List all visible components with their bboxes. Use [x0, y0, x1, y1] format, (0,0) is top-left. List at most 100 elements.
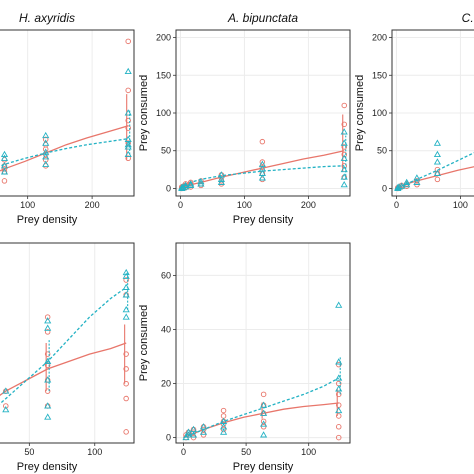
- x-axis-label: Prey density: [17, 214, 78, 226]
- data-point-triangle: [187, 180, 195, 187]
- data-point-triangle: [433, 150, 441, 158]
- y-tick-label: 50: [161, 146, 171, 156]
- data-point-triangle: [340, 180, 348, 188]
- data-point-circle: [414, 178, 420, 184]
- data-point-triangle: [220, 428, 228, 435]
- data-point-circle: [341, 151, 347, 158]
- data-point-circle: [44, 314, 51, 320]
- data-point-triangle: [0, 154, 9, 161]
- x-tick-label: 0: [178, 200, 183, 210]
- data-area: [0, 268, 130, 435]
- cyan-fit-curve: [0, 286, 127, 405]
- plot-frame: [0, 29, 135, 197]
- data-area: [182, 301, 343, 441]
- data-point-circle: [260, 424, 267, 430]
- cyan-fit-curve: [0, 138, 129, 167]
- data-point-circle: [1, 178, 8, 184]
- x-tick-label: 100: [87, 447, 102, 457]
- data-point-circle: [259, 138, 266, 145]
- plot-frame: [0, 242, 135, 444]
- data-point-triangle: [335, 301, 343, 308]
- data-point-circle: [125, 125, 131, 131]
- data-point-triangle: [44, 317, 52, 324]
- x-tick-label: 100: [453, 200, 468, 210]
- x-tick-label: 100: [20, 200, 35, 210]
- data-point-triangle: [42, 139, 50, 146]
- data-point-circle: [44, 362, 51, 368]
- data-point-triangle: [340, 139, 348, 146]
- data-point-circle: [123, 351, 129, 357]
- y-tick-label: 150: [156, 70, 171, 80]
- data-point-triangle: [258, 160, 266, 167]
- red-fit-curve: [183, 402, 339, 439]
- y-tick-label: 50: [377, 146, 387, 156]
- y-tick-label: 60: [161, 270, 171, 280]
- data-point-circle: [220, 421, 227, 427]
- data-point-circle: [123, 380, 129, 387]
- data-point-circle: [123, 395, 129, 402]
- data-point-circle: [259, 164, 266, 171]
- data-point-triangle: [217, 171, 225, 178]
- data-point-circle: [260, 418, 267, 425]
- data-point-circle: [341, 144, 347, 150]
- data-point-circle: [260, 391, 267, 398]
- panel-2: A. bipunctata 0 100 200 0 50 100 150 200 Prey den…: [138, 11, 351, 226]
- data-point-triangle: [260, 401, 268, 408]
- data-point-circle: [44, 351, 51, 357]
- data-point-circle: [1, 166, 8, 172]
- x-tick-label: 0: [394, 200, 399, 210]
- data-point-triangle: [199, 428, 208, 435]
- data-point-triangle: [413, 178, 421, 185]
- data-point-triangle: [0, 168, 9, 175]
- data-point-triangle: [220, 423, 228, 430]
- data-point-triangle: [44, 402, 52, 409]
- y-axis-label: Prey consumed: [138, 75, 150, 151]
- plot-frame: [391, 29, 474, 197]
- red-fit-curve: [0, 125, 129, 172]
- panel-title: A. bipunctata: [227, 11, 298, 25]
- panel-4: 50 100 Prey density: [0, 242, 135, 473]
- data-point-triangle: [340, 165, 348, 173]
- data-point-circle: [335, 424, 342, 430]
- y-tick-label: 0: [382, 183, 387, 193]
- cyan-fit-curve: [183, 377, 340, 439]
- data-point-triangle: [260, 431, 268, 438]
- data-point-triangle: [182, 181, 190, 188]
- data-point-triangle: [413, 174, 421, 181]
- data-point-triangle: [42, 131, 50, 139]
- y-tick-label: 200: [372, 33, 387, 43]
- data-point-triangle: [260, 409, 268, 416]
- data-point-triangle: [398, 182, 406, 189]
- data-point-circle: [341, 163, 347, 169]
- x-tick-label: 50: [241, 447, 251, 457]
- y-tick-label: 100: [156, 108, 171, 118]
- data-point-triangle: [433, 158, 441, 165]
- data-point-triangle: [189, 425, 198, 433]
- data-point-triangle: [42, 148, 50, 155]
- data-point-triangle: [340, 173, 348, 180]
- data-point-triangle: [124, 150, 132, 158]
- data-point-triangle: [124, 135, 132, 142]
- cyan-fit-curve: [396, 152, 474, 190]
- data-point-triangle: [0, 162, 9, 169]
- data-point-circle: [335, 413, 342, 419]
- data-point-circle: [259, 159, 266, 165]
- data-point-triangle: [44, 413, 52, 420]
- data-point-triangle: [124, 67, 132, 75]
- data-point-triangle: [182, 183, 190, 190]
- x-axis-label: Prey density: [233, 461, 294, 473]
- data-point-circle: [200, 432, 207, 438]
- data-point-triangle: [258, 174, 266, 181]
- red-fit-curve: [180, 150, 345, 190]
- x-tick-label: 100: [301, 447, 316, 457]
- data-point-circle: [3, 403, 9, 409]
- data-point-circle: [123, 366, 129, 372]
- cyan-fit-curve: [180, 165, 345, 190]
- y-tick-label: 0: [166, 433, 171, 443]
- panel-3: C. sep 0 100 0 50 100 150 200 Prey consumed: [354, 11, 474, 210]
- panel-1: H. axyridis 100 200 Prey density: [0, 11, 135, 226]
- data-point-circle: [125, 155, 131, 162]
- y-tick-label: 200: [156, 33, 171, 43]
- data-point-circle: [190, 429, 197, 435]
